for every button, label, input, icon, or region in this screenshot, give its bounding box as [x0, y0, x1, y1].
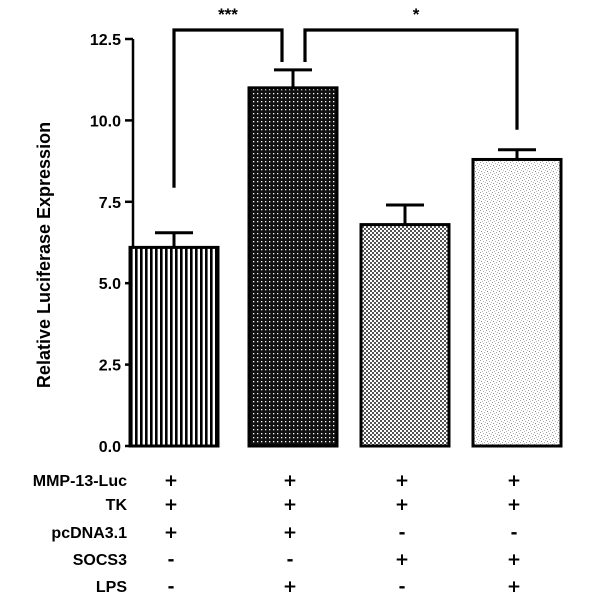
significance-bracket-2 [303, 28, 519, 130]
condition-sign-1-4: + [507, 471, 521, 491]
y-axis-label: Relative Luciferase Expression [34, 122, 54, 388]
condition-label-3: pcDNA3.1 [51, 525, 127, 542]
y-tick-label-0: 0.0 [99, 439, 121, 456]
error-bars [155, 68, 536, 248]
condition-label-2: TK [106, 497, 128, 514]
y-tick-label-2: 5.0 [99, 276, 121, 293]
y-tick-label-3: 7.5 [99, 195, 121, 212]
condition-sign-1-2: + [283, 471, 297, 491]
condition-sign-4-4: + [507, 550, 521, 570]
condition-label-5: LPS [96, 579, 127, 596]
significance-bracket-1 [172, 28, 284, 188]
condition-sign-5-4: + [507, 577, 521, 597]
condition-sign-5-1: - [167, 577, 174, 597]
condition-sign-2-2: + [283, 495, 297, 515]
condition-label-1: MMP-13-Luc [33, 473, 127, 490]
condition-sign-2-3: + [395, 495, 409, 515]
bar-4 [471, 157, 563, 448]
condition-sign-3-3: - [398, 523, 405, 543]
condition-sign-4-1: - [167, 550, 174, 570]
condition-sign-1-1: + [164, 471, 178, 491]
condition-sign-5-2: + [283, 577, 297, 597]
y-tick-label-5: 12.5 [90, 32, 121, 49]
condition-table: MMP-13-Luc + + + + TK + + + + pcDNA3.1 + + - - SOCS3 - - +… [33, 471, 521, 597]
condition-sign-2-1: + [164, 495, 178, 515]
y-tick-label-1: 2.5 [99, 358, 121, 375]
condition-sign-2-4: + [507, 495, 521, 515]
significance-label-2: * [413, 5, 420, 24]
condition-sign-3-1: + [164, 523, 178, 543]
y-axis: 0.0 2.5 5.0 7.5 10.0 12.5 [90, 32, 135, 456]
significance-brackets: *** * [172, 5, 519, 188]
y-tick-label-4: 10.0 [90, 113, 121, 130]
significance-label-1: *** [218, 5, 238, 24]
condition-sign-3-2: + [283, 523, 297, 543]
condition-sign-4-2: - [286, 550, 293, 570]
bar-3 [359, 223, 451, 448]
condition-sign-3-4: - [510, 523, 517, 543]
bar-2 [247, 86, 339, 448]
bar-1 [128, 245, 220, 448]
condition-sign-5-3: - [398, 577, 405, 597]
condition-sign-1-3: + [395, 471, 409, 491]
condition-sign-4-3: + [395, 550, 409, 570]
bars [128, 86, 563, 448]
condition-label-4: SOCS3 [73, 552, 127, 569]
